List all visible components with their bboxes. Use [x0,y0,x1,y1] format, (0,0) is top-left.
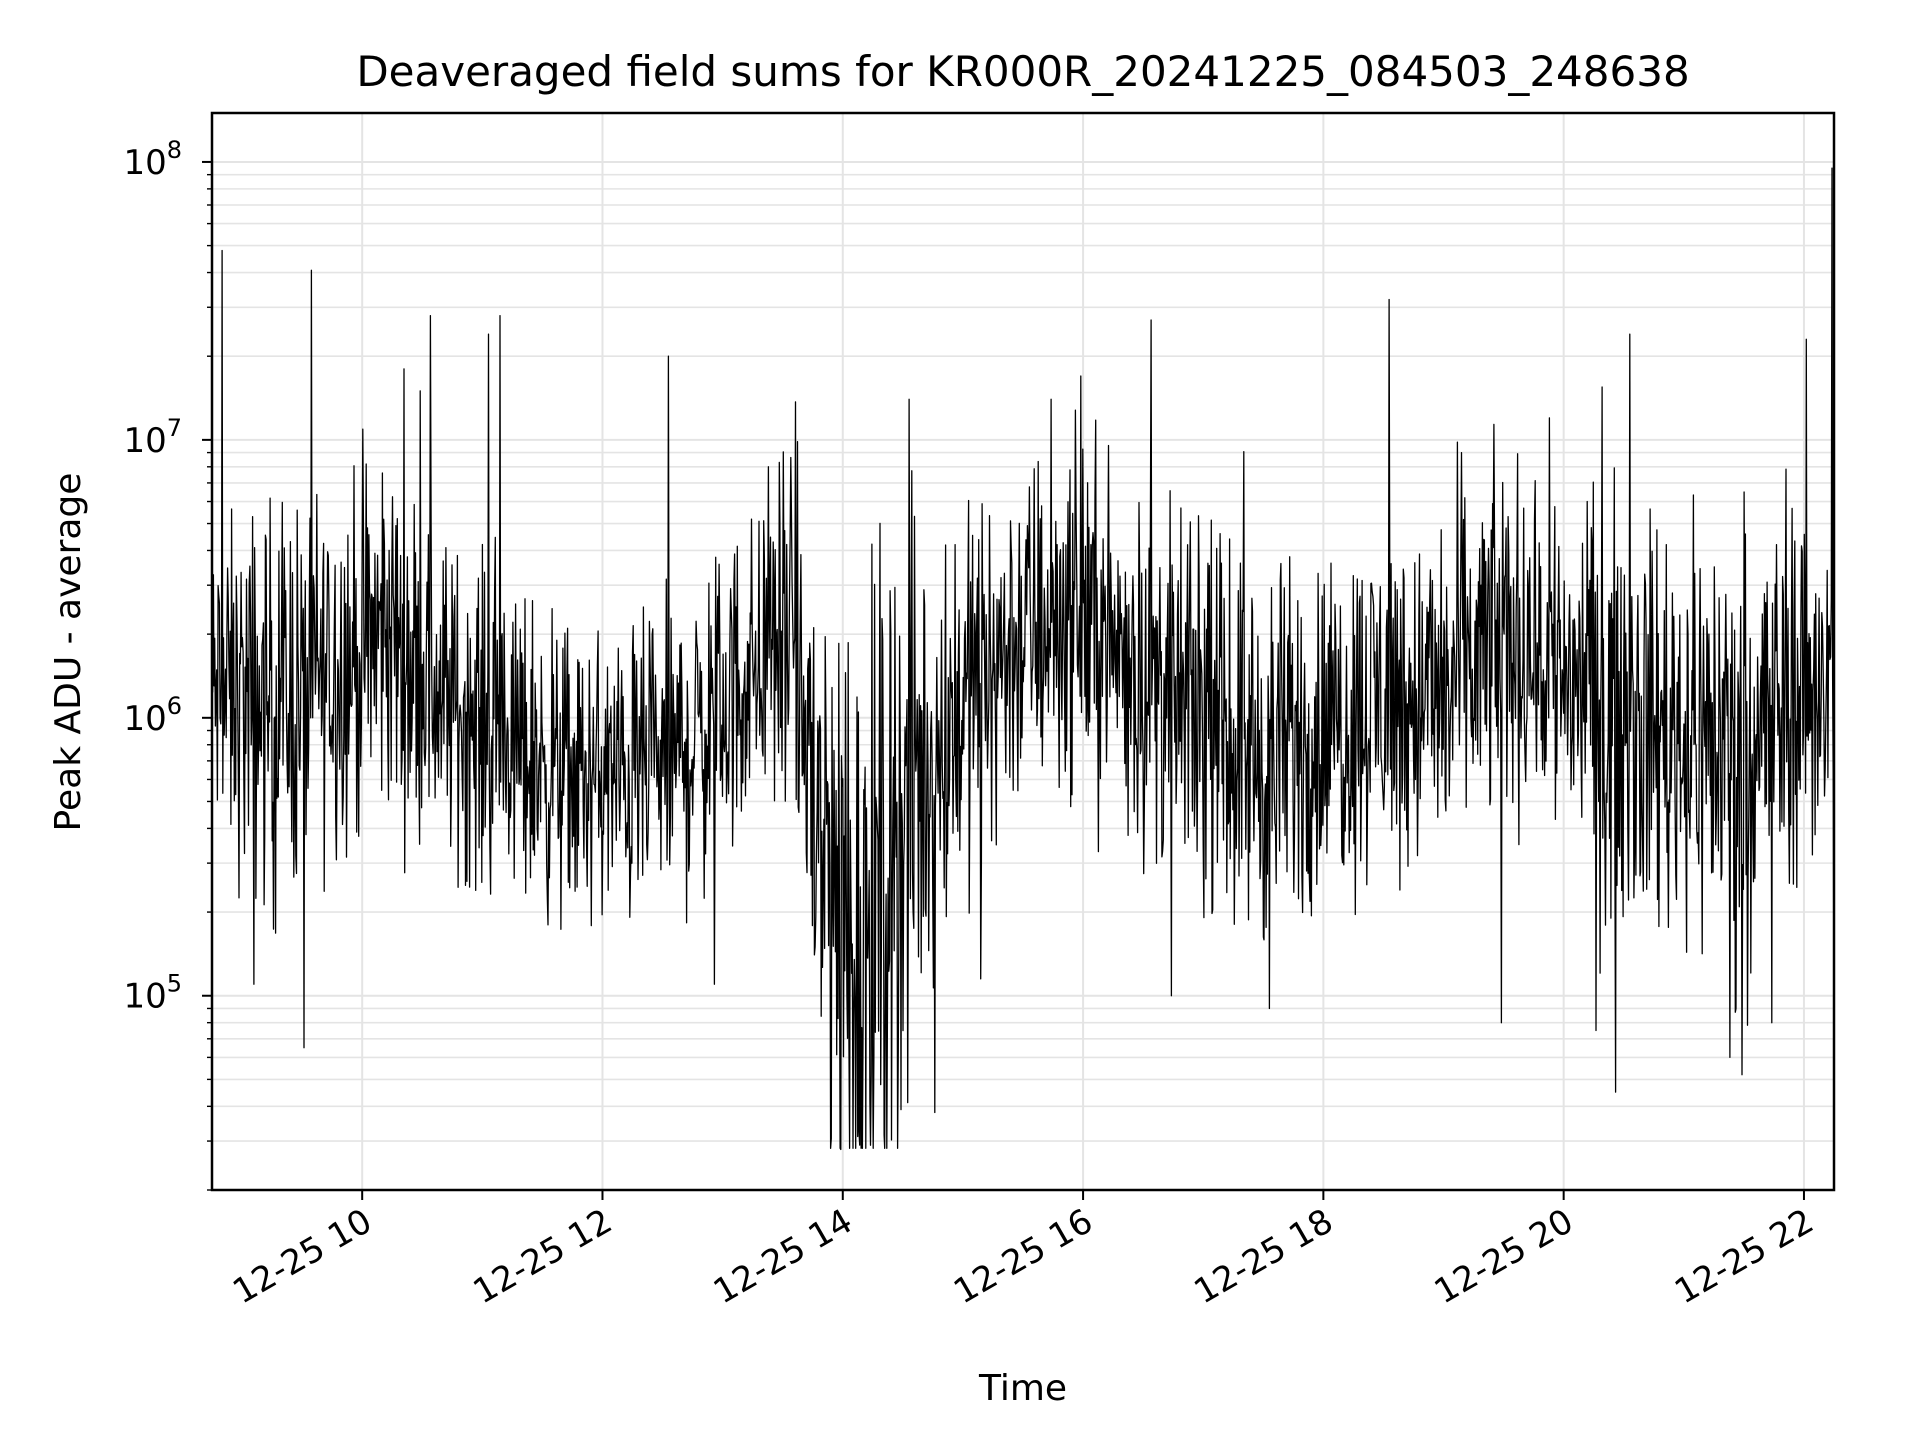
y-axis-label: Peak ADU - average [48,473,89,832]
y-tick-label: 106 [123,692,182,739]
plot-frame [210,111,1836,1192]
y-tick-label: 107 [123,414,182,461]
y-tick-label: 108 [123,136,182,183]
y-axis-ticks: 105 106 107 108 [123,136,212,1191]
series-line [212,167,1834,1151]
x-axis-label: Time [978,1368,1067,1409]
data-series [212,167,1834,1151]
y-tick-label: 105 [123,970,182,1017]
chart-title: Deaveraged field sums for KR000R_2024122… [356,47,1689,96]
